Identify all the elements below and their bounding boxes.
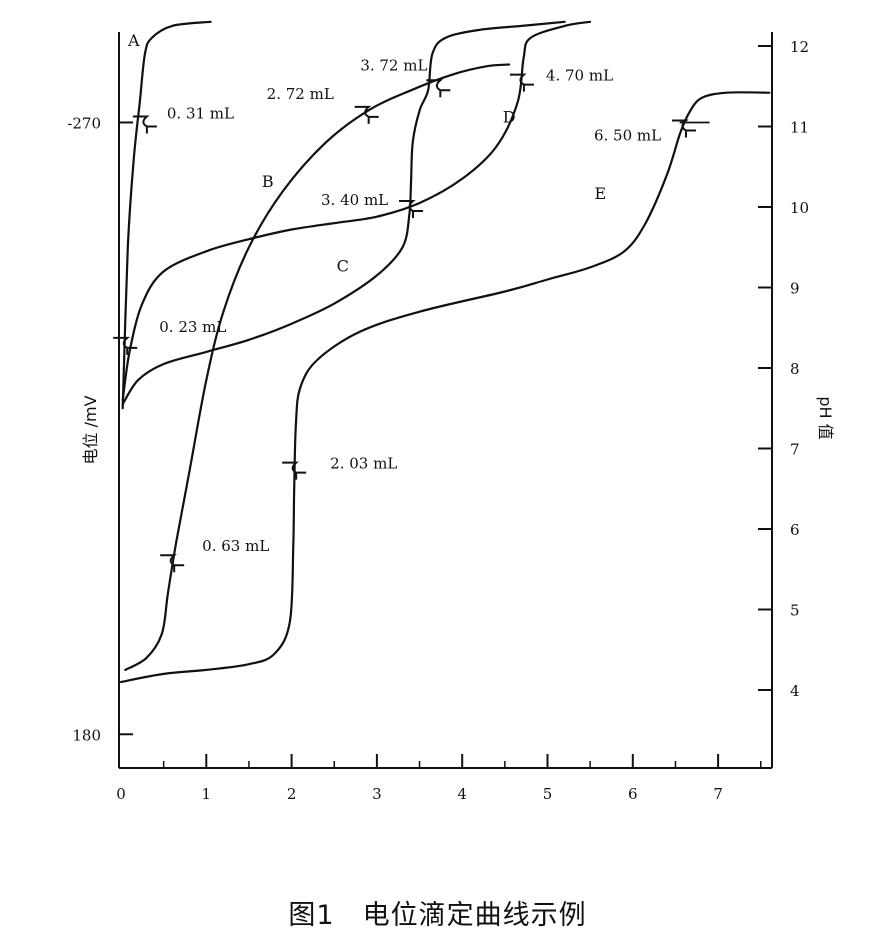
left-tick-label: -270	[67, 114, 101, 132]
x-tick-label: 3	[372, 785, 382, 803]
right-tick-label: 7	[790, 441, 800, 459]
annotation-label: 0. 63 mL	[202, 537, 269, 555]
right-tick-label: 8	[790, 360, 800, 378]
x-tick-label: 4	[457, 785, 467, 803]
annotation-label: 0. 31 mL	[167, 104, 234, 122]
right-tick-label: 6	[790, 521, 800, 539]
plot-frame	[119, 32, 772, 768]
x-tick-label: 0	[116, 785, 126, 803]
annotation-label: 6. 50 mL	[594, 127, 661, 145]
right-tick-label: 10	[790, 199, 809, 217]
right-tick-label: 11	[790, 119, 809, 137]
annotation-label: 3. 72 mL	[360, 56, 427, 74]
right-tick-label: 5	[790, 602, 800, 620]
right-tick-label: 12	[790, 38, 809, 56]
curve-label-a: A	[127, 31, 140, 50]
curve-label-b: B	[262, 172, 274, 191]
left-axis-title: 电位 /mV	[81, 395, 100, 464]
x-tick-label: 6	[628, 785, 638, 803]
curve-label-e: E	[595, 184, 607, 203]
right-axis-title: pH 值	[816, 396, 835, 439]
annotation-label: 0. 23 mL	[159, 318, 226, 336]
right-tick-label: 4	[790, 682, 800, 700]
annotation-marker	[510, 75, 534, 92]
curve-e	[121, 92, 769, 682]
curve-a	[123, 22, 211, 409]
curve-label-d: D	[503, 107, 516, 126]
right-tick-label: 9	[790, 280, 800, 298]
curve-label-c: C	[337, 256, 349, 275]
left-y-axis: -270 180	[67, 114, 133, 744]
curve-c	[123, 22, 565, 404]
figure-caption: 图1 电位滴定曲线示例	[0, 893, 875, 932]
annotation-marker	[355, 107, 379, 124]
curve-b	[125, 65, 509, 670]
annotation-label: 2. 03 mL	[330, 455, 397, 473]
annotation-label: 3. 40 mL	[321, 191, 388, 209]
x-tick-label: 5	[543, 785, 553, 803]
annotation-label: 4. 70 mL	[546, 67, 613, 85]
right-y-axis: 4 5 6 7 8 9 10 11 12	[758, 38, 809, 700]
x-tick-label: 1	[202, 785, 212, 803]
x-tick-label: 7	[713, 785, 723, 803]
left-tick-label: 180	[72, 726, 101, 744]
x-axis: 0 1 2 3 4 5 6 7	[116, 754, 761, 803]
x-tick-label: 2	[287, 785, 297, 803]
annotation-label: 2. 72 mL	[267, 85, 334, 103]
